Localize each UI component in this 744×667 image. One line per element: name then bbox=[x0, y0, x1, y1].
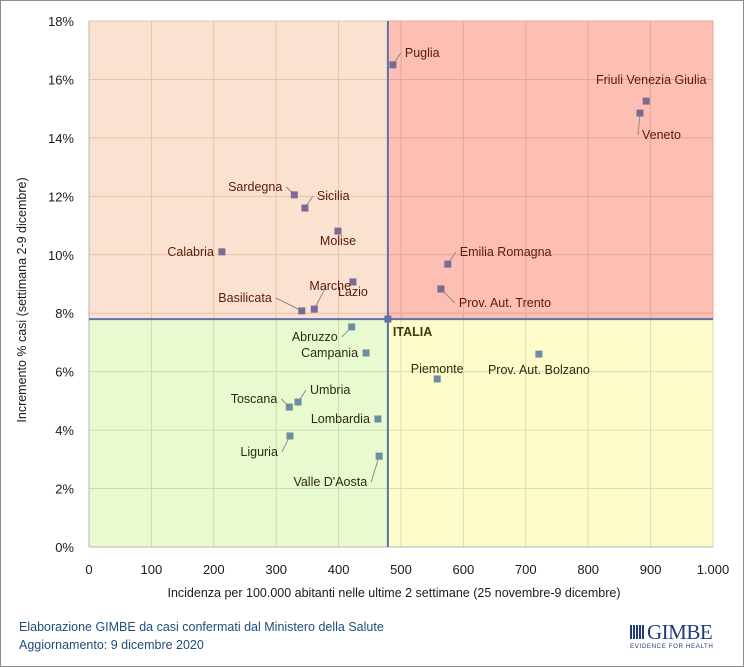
y-tick-label: 6% bbox=[55, 365, 74, 380]
point-marker bbox=[642, 97, 650, 105]
logo-grid-icon bbox=[630, 625, 645, 639]
reference-lines: ITALIA bbox=[89, 21, 713, 547]
point-marker bbox=[362, 349, 370, 357]
point-label: Molise bbox=[320, 234, 356, 248]
y-tick-label: 0% bbox=[55, 540, 74, 555]
point-marker bbox=[294, 398, 302, 406]
y-tick-label: 14% bbox=[48, 131, 74, 146]
point-label: Piemonte bbox=[411, 362, 464, 376]
x-tick-label: 900 bbox=[640, 562, 662, 577]
quadrant-bottom-left bbox=[89, 319, 388, 547]
x-tick-label: 400 bbox=[328, 562, 350, 577]
point-marker bbox=[218, 248, 226, 256]
footer-update: Aggiornamento: 9 dicembre 2020 bbox=[19, 638, 204, 652]
point-marker bbox=[374, 415, 382, 423]
logo-wordmark: GIMBE bbox=[647, 620, 713, 644]
point-label: Calabria bbox=[167, 245, 214, 259]
point-label: Sicilia bbox=[317, 189, 350, 203]
point-marker bbox=[298, 307, 306, 315]
y-tick-label: 18% bbox=[48, 14, 74, 29]
x-tick-label: 800 bbox=[577, 562, 599, 577]
data-points bbox=[218, 61, 650, 460]
point-marker bbox=[389, 61, 397, 69]
point-label: Prov. Aut. Trento bbox=[459, 296, 551, 310]
x-tick-label: 600 bbox=[453, 562, 475, 577]
y-tick-label: 2% bbox=[55, 482, 74, 497]
logo-tagline: EVIDENCE FOR HEALTH bbox=[630, 643, 714, 650]
x-axis-label: Incidenza per 100.000 abitanti nelle ult… bbox=[167, 586, 620, 600]
point-label: Prov. Aut. Bolzano bbox=[488, 363, 590, 377]
point-marker bbox=[285, 403, 293, 411]
point-label: Liguria bbox=[240, 445, 278, 459]
x-tick-labels: 0 100 200 300 400 500 600 700 800 900 1.000 bbox=[85, 562, 729, 577]
quadrant-bottom-right bbox=[387, 319, 713, 547]
y-tick-label: 16% bbox=[48, 72, 74, 87]
y-axis-label: Incremento % casi (settimana 2-9 dicembr… bbox=[15, 177, 29, 422]
point-marker bbox=[433, 375, 441, 383]
point-marker bbox=[334, 227, 342, 235]
point-marker bbox=[301, 204, 309, 212]
point-label: Lombardia bbox=[311, 412, 370, 426]
x-tick-label: 100 bbox=[141, 562, 163, 577]
point-marker bbox=[535, 350, 543, 358]
leader-line bbox=[637, 113, 641, 136]
y-tick-label: 10% bbox=[48, 248, 74, 263]
gimbe-logo: GIMBE EVIDENCE FOR HEALTH bbox=[630, 620, 714, 655]
point-marker bbox=[437, 285, 445, 293]
point-label: Umbria bbox=[310, 383, 350, 397]
x-tick-label: 700 bbox=[515, 562, 537, 577]
leader-line bbox=[370, 455, 380, 483]
point-marker bbox=[636, 109, 644, 117]
point-marker bbox=[349, 278, 357, 286]
point-marker bbox=[290, 191, 298, 199]
point-label: Basilicata bbox=[218, 291, 272, 305]
x-tick-label: 0 bbox=[85, 562, 92, 577]
quadrants bbox=[89, 21, 713, 547]
point-label: Emilia Romagna bbox=[460, 245, 552, 259]
point-label: Marche bbox=[309, 279, 351, 293]
data-labels: Puglia Friuli Venezia Giulia Veneto Sardegn… bbox=[167, 46, 706, 489]
point-marker bbox=[348, 323, 356, 331]
italia-marker bbox=[384, 315, 392, 323]
point-label: Abruzzo bbox=[292, 330, 338, 344]
quadrant-top-right bbox=[387, 21, 713, 320]
point-label: Valle D'Aosta bbox=[293, 475, 367, 489]
x-tick-label: 500 bbox=[390, 562, 412, 577]
gridlines bbox=[88, 20, 714, 548]
y-tick-label: 4% bbox=[55, 423, 74, 438]
point-label: Puglia bbox=[405, 46, 440, 60]
y-tick-labels: 0% 2% 4% 6% 8% 10% 12% 14% 16% 18% bbox=[48, 14, 74, 555]
footer-source: Elaborazione GIMBE da casi confermati da… bbox=[19, 620, 384, 634]
italia-label: ITALIA bbox=[393, 325, 432, 339]
point-marker bbox=[375, 452, 383, 460]
point-marker bbox=[286, 432, 294, 440]
leader-line bbox=[313, 285, 327, 310]
point-label: Sardegna bbox=[228, 180, 282, 194]
y-tick-label: 12% bbox=[48, 189, 74, 204]
point-marker bbox=[444, 260, 452, 268]
x-tick-label: 300 bbox=[265, 562, 287, 577]
leader-line bbox=[275, 297, 303, 312]
point-label: Campania bbox=[301, 346, 358, 360]
y-tick-label: 8% bbox=[55, 306, 74, 321]
point-label: Friuli Venezia Giulia bbox=[596, 73, 707, 87]
x-tick-label: 200 bbox=[203, 562, 225, 577]
point-label: Veneto bbox=[642, 128, 681, 142]
x-tick-label: 1.000 bbox=[697, 562, 730, 577]
point-label: Lazio bbox=[338, 285, 368, 299]
point-label: Toscana bbox=[231, 392, 278, 406]
quadrant-top-left bbox=[89, 21, 388, 320]
point-marker bbox=[310, 305, 318, 313]
